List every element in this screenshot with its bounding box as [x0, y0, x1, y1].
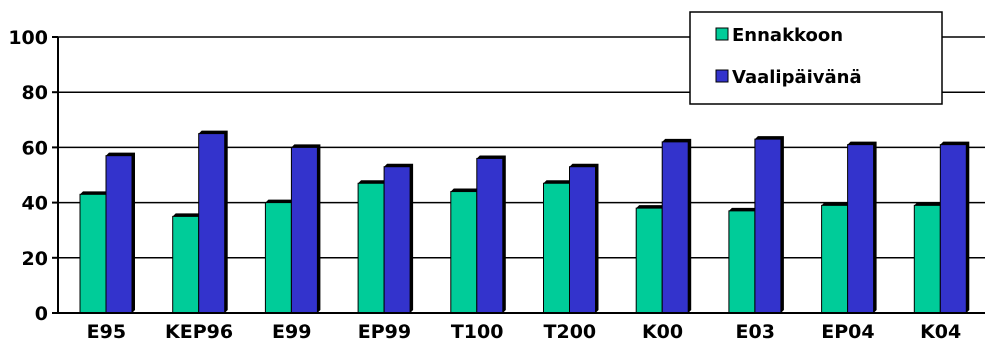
bar-KEP96-1	[198, 133, 226, 314]
legend-label-ennakkoon: Ennakkoon	[732, 25, 843, 46]
x-tick-labels: E95 KEP96 E99 EP99 T100 T200 K00 E03 EP04 K04	[87, 321, 962, 342]
bar-T200-1	[569, 166, 596, 314]
y-tick-label-80: 80	[22, 82, 48, 104]
bar-E95-0	[79, 193, 107, 314]
x-tick-label-EP04: EP04	[821, 321, 874, 342]
x-tick-label-E99: E99	[272, 321, 311, 342]
x-tick-label-K04: K04	[920, 321, 961, 342]
bar-EP04-0	[821, 204, 849, 314]
bar-KEP96-0	[172, 215, 200, 314]
bars	[79, 130, 970, 314]
bar-K04-1	[939, 144, 967, 314]
y-tick-label-60: 60	[22, 137, 48, 159]
bar-K00-1	[661, 141, 689, 314]
x-tick-label-E03: E03	[736, 321, 775, 342]
legend-box	[689, 11, 943, 105]
bar-EP99-0	[357, 182, 385, 314]
bar-E99-0	[264, 202, 292, 314]
y-tick-labels: 0 20 40 60 80 100	[8, 27, 58, 325]
x-tick-label-K00: K00	[642, 321, 683, 342]
x-tick-label-T100: T100	[451, 321, 504, 342]
x-tick-label-T200: T200	[544, 321, 597, 342]
bar-T100-0	[450, 191, 478, 314]
bar-EP04-1	[847, 144, 875, 314]
legend-swatch-ennakkoon	[715, 27, 729, 41]
x-tick-label-EP99: EP99	[358, 321, 411, 342]
y-tick-label-0: 0	[35, 303, 48, 325]
legend-swatch-vaalipaivana	[715, 69, 729, 83]
legend-item-0: Ennakkoon	[715, 25, 843, 46]
bar-T200-0	[543, 182, 570, 314]
legend-item-1: Vaalipäivänä	[715, 67, 862, 88]
bar-K00-0	[635, 207, 663, 314]
bar-T100-1	[476, 157, 504, 314]
bar-E99-1	[290, 146, 318, 314]
bar-E03-1	[754, 138, 782, 314]
axes	[57, 37, 985, 314]
y-tick-label-100: 100	[8, 27, 48, 49]
legend-label-vaalipaivana: Vaalipäivänä	[732, 67, 862, 88]
legend: Ennakkoon Vaalipäivänä	[689, 11, 943, 105]
x-tick-label-KEP96: KEP96	[165, 321, 233, 342]
y-tick-label-40: 40	[22, 193, 48, 215]
bar-E03-0	[728, 210, 756, 314]
x-tick-label-E95: E95	[87, 321, 126, 342]
bar-E95-1	[105, 155, 133, 314]
bar-K04-0	[913, 204, 941, 314]
bar-EP99-1	[383, 166, 411, 314]
y-tick-label-20: 20	[22, 248, 48, 270]
